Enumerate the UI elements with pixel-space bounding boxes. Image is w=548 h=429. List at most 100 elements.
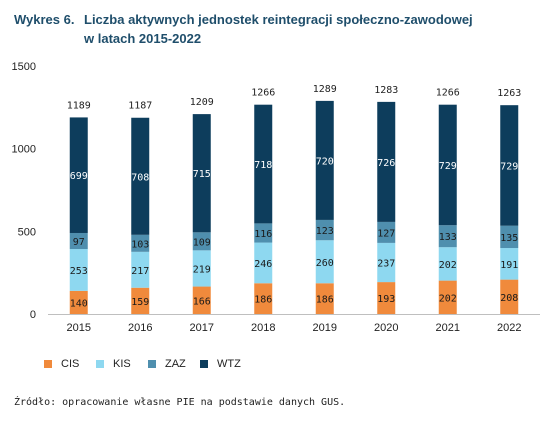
bar-segment-cis — [500, 279, 519, 314]
legend-swatch — [44, 360, 52, 368]
legend-item-kis: KIS — [96, 358, 148, 370]
total-label: 1209 — [190, 97, 214, 108]
bar-segment-cis — [131, 287, 150, 314]
total-label: 1187 — [128, 101, 152, 112]
data-label-zaz: 127 — [377, 228, 395, 239]
bar-segment-wtz — [69, 117, 88, 233]
data-label-zaz: 133 — [439, 232, 457, 243]
bar-segment-wtz — [438, 104, 457, 226]
legend-item-wtz: WTZ — [200, 358, 252, 370]
legend-swatch — [96, 360, 104, 368]
data-label-kis: 219 — [193, 264, 211, 275]
bar-segment-zaz — [500, 225, 519, 249]
x-tick-label: 2021 — [436, 322, 460, 334]
chart-title-line2: w latach 2015-2022 — [84, 31, 202, 46]
data-label-zaz: 103 — [131, 239, 149, 250]
y-tick-label: 0 — [30, 309, 36, 321]
data-label-cis: 166 — [193, 296, 211, 307]
x-tick-label: 2020 — [374, 322, 398, 334]
bar-segment-cis — [254, 283, 273, 314]
data-label-wtz: 729 — [439, 161, 457, 172]
x-tick-label: 2016 — [128, 322, 152, 334]
bar-segment-cis — [377, 282, 396, 314]
bar-segment-zaz — [315, 219, 334, 241]
bar-segment-wtz — [377, 101, 396, 222]
data-label-zaz: 97 — [73, 237, 85, 248]
source-note: Źródło: opracowanie własne PIE na podsta… — [14, 397, 346, 408]
data-label-cis: 140 — [70, 298, 88, 309]
bar-segment-kis — [69, 249, 88, 291]
bar-segment-zaz — [254, 223, 273, 243]
bar-segment-zaz — [69, 232, 88, 250]
data-label-wtz: 715 — [193, 169, 211, 180]
total-label: 1189 — [67, 100, 91, 111]
data-label-kis: 246 — [254, 259, 272, 270]
bar-segment-zaz — [377, 221, 396, 243]
legend-swatch — [148, 360, 156, 368]
bar-segment-wtz — [192, 114, 211, 233]
x-tick-label: 2015 — [67, 322, 91, 334]
bar-segment-kis — [192, 250, 211, 287]
y-tick-label: 500 — [18, 226, 36, 238]
bar-segment-kis — [377, 242, 396, 283]
x-tick-label: 2019 — [313, 322, 337, 334]
stacked-bar-chart: 0 500 1000 1500 140 253 97 699 1189 2015 159 217 103… — [12, 61, 540, 334]
total-label: 1266 — [251, 88, 275, 99]
chart-title-line1: Liczba aktywnych jednostek reintegracji … — [84, 12, 473, 27]
bar-segment-wtz — [131, 117, 150, 235]
legend-item-cis: CIS — [44, 358, 96, 370]
data-label-kis: 191 — [500, 260, 518, 271]
data-label-wtz: 718 — [254, 160, 272, 171]
data-label-zaz: 116 — [254, 229, 272, 240]
total-label: 1289 — [313, 84, 337, 95]
y-tick-label: 1500 — [12, 61, 36, 73]
x-tick-label: 2022 — [497, 322, 521, 334]
x-tick-label: 2017 — [190, 322, 214, 334]
bar-segment-wtz — [315, 100, 334, 220]
data-label-wtz: 726 — [377, 158, 395, 169]
data-label-kis: 253 — [70, 266, 88, 277]
legend-label: WTZ — [217, 358, 241, 370]
bar-segment-cis — [438, 280, 457, 314]
bar-segment-kis — [254, 242, 273, 284]
bar-segment-cis — [69, 290, 88, 314]
bar-segment-wtz — [254, 104, 273, 224]
data-label-cis: 186 — [316, 295, 334, 306]
x-tick-label: 2018 — [251, 322, 275, 334]
data-label-kis: 202 — [439, 260, 457, 271]
chart-legend: CIS KIS ZAZ WTZ — [44, 358, 252, 370]
legend-label: KIS — [113, 358, 131, 370]
bar-segment-cis — [315, 283, 334, 314]
bar-segment-cis — [192, 286, 211, 314]
legend-label: CIS — [61, 358, 80, 370]
data-label-cis: 202 — [439, 293, 457, 304]
data-label-zaz: 135 — [500, 233, 518, 244]
bar-segment-kis — [500, 248, 519, 280]
figure-number: Wykres 6. — [14, 12, 75, 27]
data-label-wtz: 729 — [500, 161, 518, 172]
total-label: 1266 — [436, 88, 460, 99]
data-label-wtz: 720 — [316, 156, 334, 167]
data-label-zaz: 109 — [193, 237, 211, 248]
data-label-kis: 237 — [377, 258, 395, 269]
data-label-kis: 260 — [316, 258, 334, 269]
bar-segment-kis — [131, 251, 150, 288]
data-label-cis: 186 — [254, 295, 272, 306]
data-label-kis: 217 — [131, 266, 149, 277]
total-label: 1283 — [374, 85, 398, 96]
data-label-cis: 208 — [500, 293, 518, 304]
data-label-zaz: 123 — [316, 226, 334, 237]
data-label-cis: 193 — [377, 294, 395, 305]
legend-item-zaz: ZAZ — [148, 358, 200, 370]
data-label-cis: 159 — [131, 297, 149, 308]
legend-label: ZAZ — [165, 358, 186, 370]
chart-title-block: Wykres 6. Liczba aktywnych jednostek rei… — [14, 10, 544, 48]
data-label-wtz: 708 — [131, 172, 149, 183]
bar-segment-kis — [315, 240, 334, 284]
y-tick-label: 1000 — [12, 144, 36, 156]
data-label-wtz: 699 — [70, 171, 88, 182]
total-label: 1263 — [497, 88, 521, 99]
bar-segment-wtz — [500, 105, 519, 226]
legend-swatch — [200, 360, 208, 368]
bar-segment-zaz — [438, 225, 457, 248]
